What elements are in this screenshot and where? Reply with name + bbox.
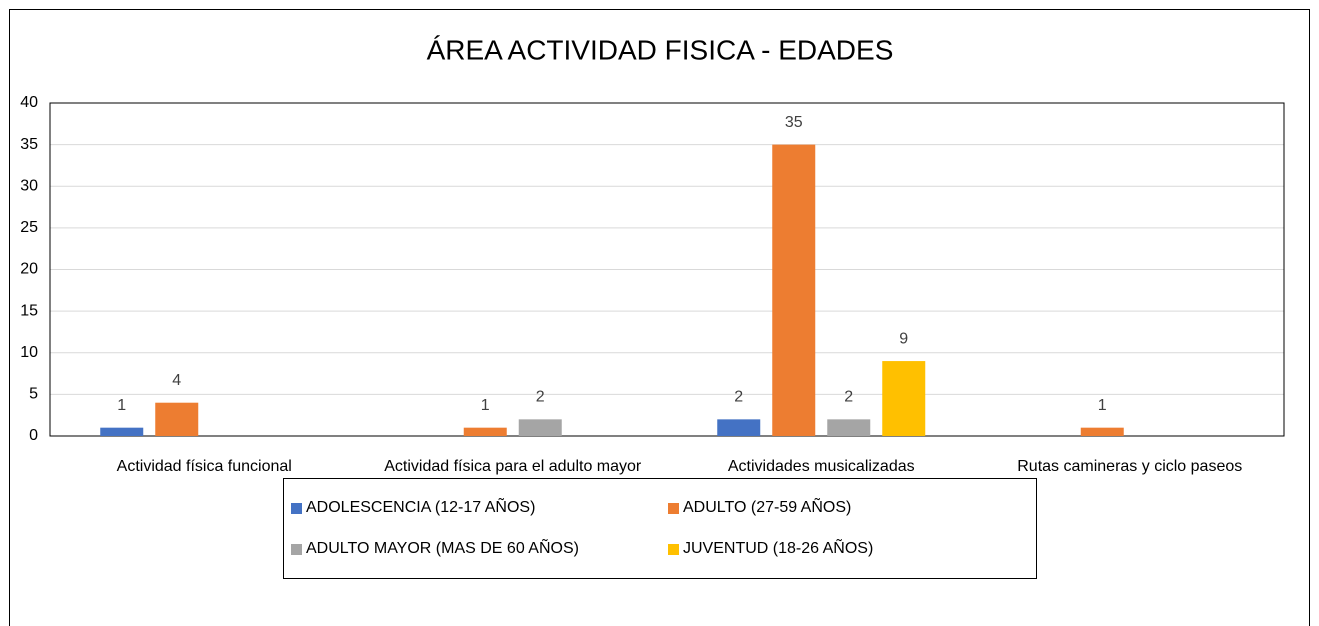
data-label: 1 xyxy=(1098,397,1107,414)
legend-swatch xyxy=(291,502,302,514)
legend-swatch xyxy=(668,543,679,555)
data-label: 1 xyxy=(117,397,126,414)
bar xyxy=(717,419,761,436)
data-label: 2 xyxy=(734,389,743,406)
legend-item: ADOLESCENCIA (12-17 AÑOS) xyxy=(291,496,668,520)
data-label: 2 xyxy=(844,389,853,406)
legend-label: ADULTO MAYOR (MAS DE 60 AÑOS) xyxy=(306,540,579,557)
y-tick-label: 35 xyxy=(20,136,38,153)
y-tick-label: 10 xyxy=(20,344,38,361)
y-tick-label: 20 xyxy=(20,261,38,278)
y-tick-label: 25 xyxy=(20,219,38,236)
legend-label: ADOLESCENCIA (12-17 AÑOS) xyxy=(306,499,536,516)
bar xyxy=(772,144,816,436)
bar xyxy=(100,427,144,436)
chart-title: ÁREA ACTIVIDAD FISICA - EDADES xyxy=(427,34,894,65)
data-label: 9 xyxy=(899,330,908,347)
bar xyxy=(518,419,562,436)
chart-frame xyxy=(9,9,1310,626)
y-tick-label: 5 xyxy=(29,386,38,403)
y-tick-label: 15 xyxy=(20,302,38,319)
bar xyxy=(882,361,926,436)
x-tick-label: Actividad física funcional xyxy=(116,458,292,475)
legend-swatch xyxy=(668,502,679,514)
data-label: 1 xyxy=(481,397,490,414)
x-tick-label: Actividades musicalizadas xyxy=(727,458,915,475)
bar xyxy=(1080,427,1124,436)
x-tick-label: Actividad física para el adulto mayor xyxy=(384,458,642,475)
bar xyxy=(827,419,871,436)
x-tick-label: Rutas camineras y ciclo paseos xyxy=(1017,458,1243,475)
legend-label: JUVENTUD (18-26 AÑOS) xyxy=(683,540,874,557)
legend-swatch xyxy=(291,543,302,555)
legend-label: ADULTO (27-59 AÑOS) xyxy=(683,499,852,516)
bar xyxy=(155,402,199,436)
legend-item: ADULTO MAYOR (MAS DE 60 AÑOS) xyxy=(291,537,668,561)
y-tick-label: 0 xyxy=(29,427,38,444)
legend: ADOLESCENCIA (12-17 AÑOS) ADULTO (27-59 A… xyxy=(283,478,1037,579)
data-label: 2 xyxy=(536,389,545,406)
y-tick-label: 30 xyxy=(20,177,38,194)
legend-item: ADULTO (27-59 AÑOS) xyxy=(668,496,1038,520)
y-tick-label: 40 xyxy=(20,94,38,111)
bar xyxy=(463,427,507,436)
legend-item: JUVENTUD (18-26 AÑOS) xyxy=(668,537,1038,561)
data-label: 35 xyxy=(785,114,803,131)
data-label: 4 xyxy=(172,372,181,389)
